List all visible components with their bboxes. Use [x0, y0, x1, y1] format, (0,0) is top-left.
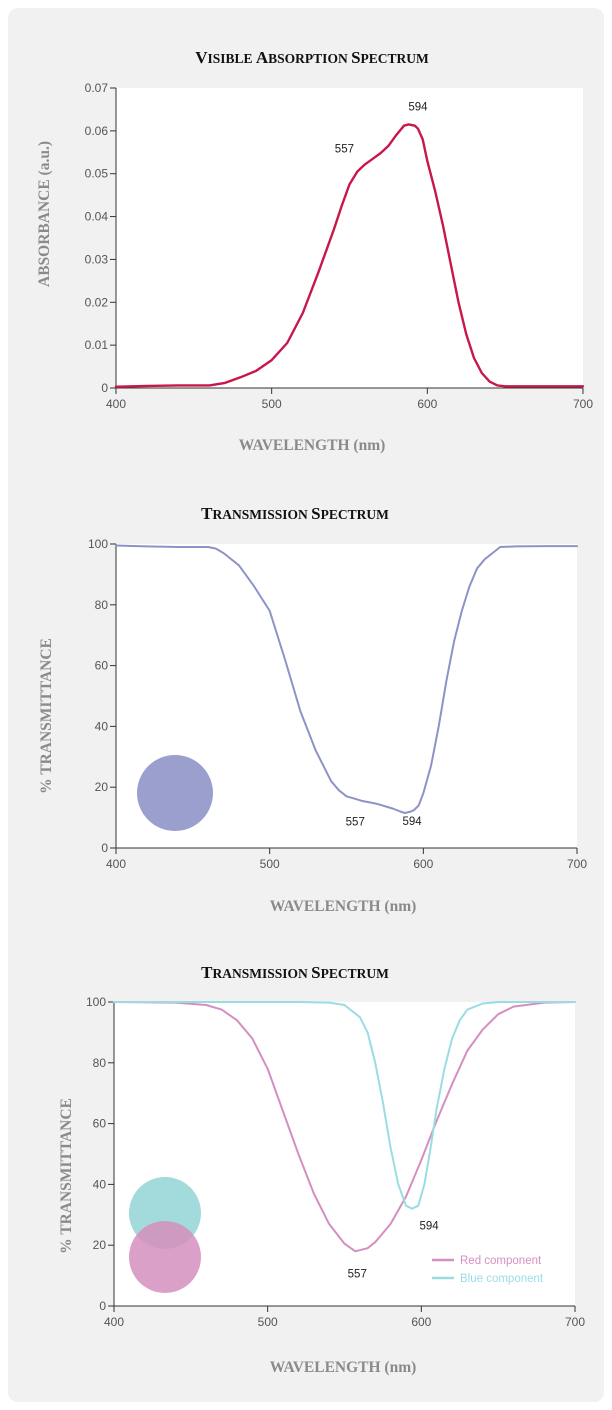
chart-title: VISIBLE ABSORPTION SPECTRUM	[195, 48, 429, 67]
y-tick-label: 100	[86, 995, 106, 1009]
y-tick-label: 0.07	[85, 81, 109, 95]
peak-label: 594	[403, 816, 423, 828]
absorption-chart: VISIBLE ABSORPTION SPECTRUM WAVELENGTH (…	[36, 48, 593, 454]
series-line	[113, 1001, 576, 1210]
x-axis-label: WAVELENGTH (nm)	[270, 1359, 417, 1376]
peak-label: 557	[348, 1268, 367, 1280]
y-tick-label: 0.04	[85, 210, 109, 224]
transmission-chart: TRANSMISSION SPECTRUM WAVELENGTH (nm) % …	[38, 504, 587, 915]
x-tick-label: 400	[106, 397, 126, 411]
y-tick-label: 40	[93, 1177, 107, 1191]
plot-area	[116, 88, 583, 388]
peak-label: 557	[346, 816, 365, 828]
x-axis-label: WAVELENGTH (nm)	[239, 437, 386, 454]
x-tick-label: 700	[565, 1315, 585, 1329]
peak-label: 557	[335, 144, 354, 156]
component-transmission-chart: TRANSMISSION SPECTRUM WAVELENGTH (nm) % …	[58, 963, 585, 1376]
y-axis-label: ABSORBANCE (a.u.)	[36, 141, 53, 287]
chart-title: TRANSMISSION SPECTRUM	[201, 504, 389, 523]
y-tick-label: 60	[93, 1117, 107, 1131]
x-tick-label: 600	[413, 857, 433, 871]
y-tick-label: 0.05	[85, 167, 109, 181]
x-tick-label: 400	[104, 1315, 124, 1329]
x-tick-label: 600	[417, 397, 437, 411]
x-tick-label: 500	[262, 397, 282, 411]
y-tick-label: 80	[95, 598, 109, 612]
y-tick-label: 20	[93, 1238, 107, 1252]
x-tick-label: 500	[260, 857, 280, 871]
x-tick-label: 500	[258, 1315, 278, 1329]
x-tick-label: 700	[567, 857, 587, 871]
y-tick-label: 80	[93, 1056, 107, 1070]
legend-label: Blue component	[460, 1273, 544, 1285]
y-tick-label: 0	[101, 841, 108, 855]
chart-title: TRANSMISSION SPECTRUM	[201, 963, 389, 982]
y-tick-label: 0	[101, 381, 108, 395]
peak-label: 594	[408, 101, 428, 113]
y-tick-label: 100	[88, 537, 108, 551]
y-tick-label: 0.01	[85, 338, 109, 352]
y-axis-label: % TRANSMITTANCE	[38, 638, 55, 794]
series-line	[114, 123, 585, 388]
x-tick-label: 600	[411, 1315, 431, 1329]
y-tick-label: 20	[95, 780, 109, 794]
color-swatch	[129, 1221, 201, 1293]
y-tick-label: 0	[99, 1299, 106, 1313]
y-tick-label: 40	[95, 719, 109, 733]
x-tick-label: 700	[573, 397, 593, 411]
y-tick-label: 0.06	[85, 124, 109, 138]
color-swatch	[137, 755, 213, 831]
y-axis-label: % TRANSMITTANCE	[58, 1098, 75, 1254]
series-line	[115, 544, 578, 814]
peak-label: 594	[420, 1221, 440, 1233]
legend-label: Red component	[460, 1255, 542, 1267]
x-tick-label: 400	[106, 857, 126, 871]
x-axis-label: WAVELENGTH (nm)	[270, 898, 417, 915]
y-tick-label: 0.02	[85, 295, 109, 309]
y-tick-label: 0.03	[85, 252, 109, 266]
series-line	[113, 1001, 576, 1253]
y-tick-label: 60	[95, 659, 109, 673]
